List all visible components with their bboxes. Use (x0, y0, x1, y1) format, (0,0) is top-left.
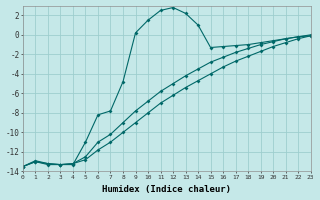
X-axis label: Humidex (Indice chaleur): Humidex (Indice chaleur) (102, 185, 231, 194)
